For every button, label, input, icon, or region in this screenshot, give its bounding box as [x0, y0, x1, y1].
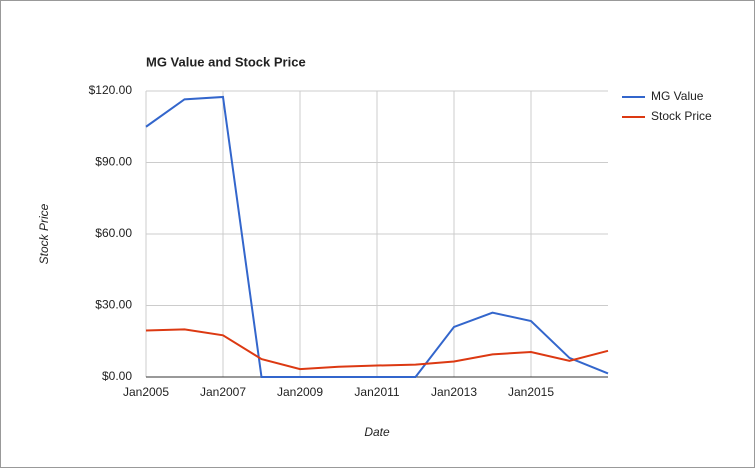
x-tick-label: Jan2007: [200, 385, 246, 399]
y-tick-label: $120.00: [89, 83, 133, 97]
y-axis-label: Stock Price: [37, 203, 51, 264]
x-tick-label: Jan2011: [354, 385, 399, 399]
y-tick-label: $30.00: [95, 298, 132, 312]
x-tick-label: Jan2005: [123, 385, 169, 399]
y-tick-label: $90.00: [95, 155, 132, 169]
chart-title: MG Value and Stock Price: [146, 54, 306, 69]
x-axis-label: Date: [364, 425, 390, 439]
x-tick-label: Jan2009: [277, 385, 323, 399]
legend-label: MG Value: [651, 89, 704, 103]
y-tick-label: $0.00: [102, 369, 132, 383]
y-tick-label: $60.00: [95, 226, 132, 240]
legend-label: Stock Price: [651, 109, 712, 123]
data-line: [145, 95, 609, 378]
x-tick-label: Jan2015: [508, 385, 554, 399]
x-tick-label: Jan2013: [431, 385, 477, 399]
data-line: [145, 328, 609, 371]
